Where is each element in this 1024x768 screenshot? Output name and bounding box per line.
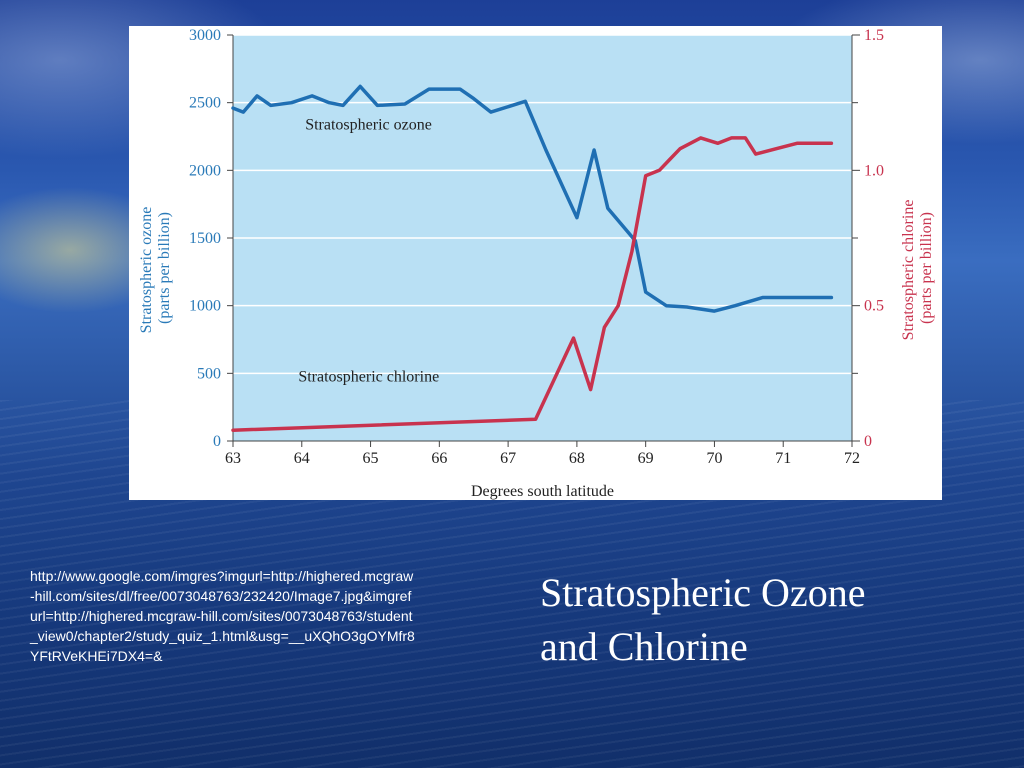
right-y-axis-label-line1: Stratospheric chlorine [900,200,917,341]
tick-marks [227,34,860,447]
x-tick-label: 71 [775,450,791,467]
chlorine-series-line [231,136,834,432]
chart-panel: Stratospheric ozone Stratospheric chlori… [129,26,942,500]
x-tick-label: 63 [225,450,241,467]
x-tick-label: 65 [363,450,379,467]
chlorine-series-label: Stratospheric chlorine [298,368,439,385]
labels: Stratospheric ozone Stratospheric chlori… [138,27,935,500]
right-y-tick-label: 0.5 [864,298,884,315]
left-y-tick-label: 3000 [189,27,221,44]
ozone-series-label: Stratospheric ozone [305,117,432,134]
right-y-axis-label-line2: (parts per billion) [918,212,935,324]
x-tick-label: 70 [706,450,722,467]
x-tick-label: 72 [844,450,860,467]
left-y-axis-label: Stratospheric ozone (parts per billion) [138,203,173,334]
series-lines [231,84,834,432]
x-tick-label: 64 [294,450,310,467]
left-y-tick-label: 500 [197,365,221,382]
left-y-tick-label: 2500 [189,95,221,112]
ozone-series-line [231,84,834,313]
x-tick-label: 66 [431,450,447,467]
slide-title-line1: Stratospheric Ozone [540,570,866,615]
x-tick-label: 67 [500,450,516,467]
left-y-tick-label: 2000 [189,162,221,179]
x-tick-label: 69 [638,450,654,467]
slide-title-line2: and Chlorine [540,624,748,669]
right-y-tick-label: 0 [864,433,872,450]
ozone-chlorine-chart: Stratospheric ozone Stratospheric chlori… [138,27,935,500]
slide-title: Stratospheric Ozone and Chlorine [540,566,1000,674]
left-y-tick-label: 1500 [189,230,221,247]
left-y-tick-label: 1000 [189,298,221,315]
right-y-tick-label: 1.0 [864,162,884,179]
right-y-tick-label: 1.5 [864,27,884,44]
left-y-tick-label: 0 [213,433,221,450]
x-tick-label: 68 [569,450,585,467]
x-axis-label: Degrees south latitude [471,483,614,500]
right-y-axis-label: Stratospheric chlorine (parts per billio… [900,196,935,341]
left-y-axis-label-line1: Stratospheric ozone [138,207,155,334]
left-y-axis-label-line2: (parts per billion) [156,212,173,324]
source-url-text: http://www.google.com/imgres?imgurl=http… [30,568,415,664]
